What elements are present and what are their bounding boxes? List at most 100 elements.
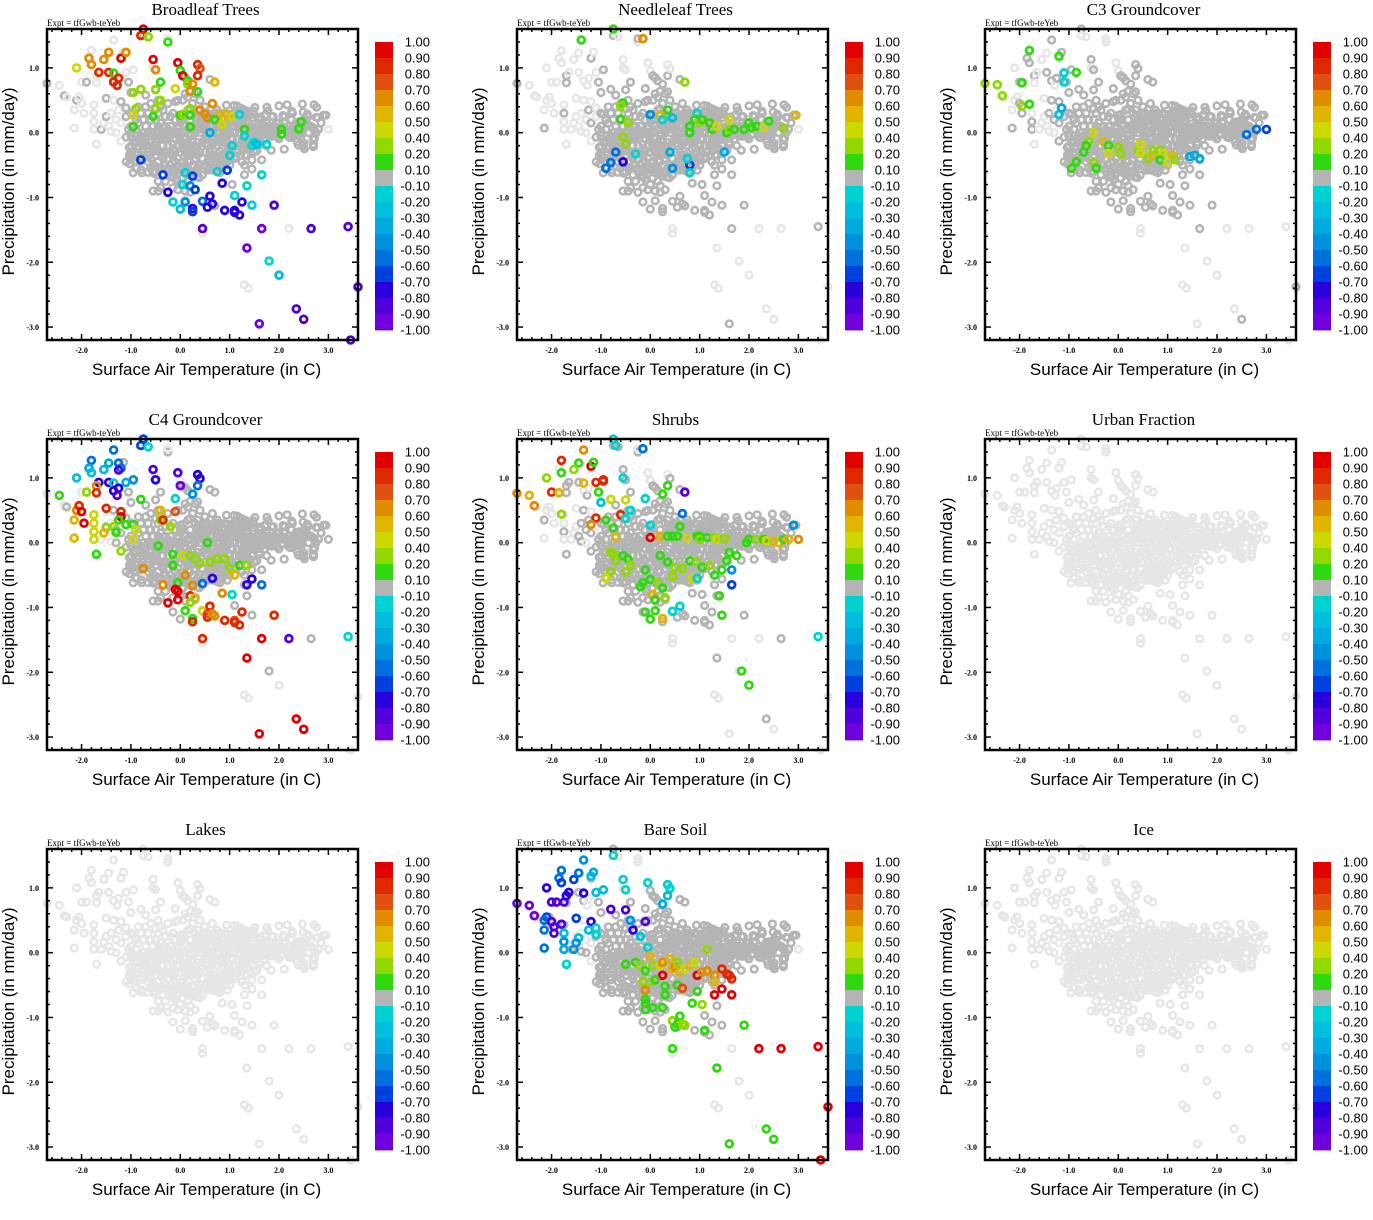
background-point (123, 134, 130, 141)
colorbar-label: -1.00 (400, 323, 430, 338)
background-point (1147, 510, 1154, 517)
background-point (593, 69, 600, 76)
data-point (187, 599, 194, 606)
background-point (541, 125, 548, 132)
data-point (56, 492, 63, 499)
colorbar-label: 0.60 (1343, 509, 1368, 524)
background-point (1219, 146, 1226, 153)
colorbar-swatch (845, 58, 863, 74)
data-point (256, 730, 263, 737)
data-point (244, 562, 251, 569)
y-axis-label: Precipitation (in mm/day) (470, 497, 488, 685)
x-tick-label: -2.0 (545, 756, 558, 765)
background-point (113, 949, 120, 956)
colorbar-label: 0.90 (1343, 461, 1368, 476)
background-point (128, 499, 135, 506)
colorbar-label: -0.70 (400, 685, 430, 700)
background-point (1009, 107, 1016, 114)
y-tick-label: -2.0 (26, 258, 39, 267)
data-point (160, 581, 167, 588)
colorbar-swatch (375, 692, 393, 708)
colorbar-swatch (375, 122, 393, 138)
background-point (93, 80, 100, 87)
background-point (1209, 612, 1216, 619)
y-tick-label: 1.0 (499, 474, 509, 483)
background-point (242, 152, 249, 159)
background-point (548, 510, 555, 517)
background-point (662, 186, 669, 193)
background-point (526, 82, 533, 89)
colorbar-swatch (845, 500, 863, 516)
colorbar-swatch (1313, 218, 1331, 234)
colorbar-label: 0.80 (405, 67, 430, 82)
colorbar-label: 0.90 (875, 461, 900, 476)
colorbar-label: -0.70 (1338, 275, 1368, 290)
colorbar-swatch (845, 644, 863, 660)
colorbar-label: -0.90 (400, 717, 430, 732)
data-point (88, 469, 95, 476)
background-point (118, 98, 125, 105)
x-tick-label: -2.0 (75, 346, 88, 355)
x-axis-label: Surface Air Temperature (in C) (92, 770, 321, 789)
colorbar-label: -0.30 (400, 211, 430, 226)
colorbar-label: -0.10 (400, 179, 430, 194)
x-axis-label: Surface Air Temperature (in C) (92, 360, 321, 379)
colorbar-swatch (375, 724, 393, 740)
data-point (271, 202, 278, 209)
colorbar-swatch (375, 484, 393, 500)
x-tick-label: -1.0 (125, 346, 138, 355)
background-point (1167, 136, 1174, 143)
background-point (83, 899, 90, 906)
colorbar-swatch (845, 452, 863, 468)
background-point (1127, 81, 1134, 88)
background-point (281, 556, 288, 563)
colorbar-label: -0.30 (870, 621, 900, 636)
data-point (219, 590, 226, 597)
background-point (1167, 591, 1174, 598)
colorbar-swatch (375, 548, 393, 564)
background-point (699, 546, 706, 553)
colorbar-swatch (845, 628, 863, 644)
background-point (699, 136, 706, 143)
background-point (1046, 110, 1053, 117)
background-point (1132, 482, 1139, 489)
data-point (73, 475, 80, 482)
colorbar-label: 0.70 (405, 493, 430, 508)
colorbar-swatch (845, 468, 863, 484)
background-point (1196, 582, 1203, 589)
background-point (91, 102, 98, 109)
background-point (1214, 513, 1221, 520)
data-point (795, 536, 802, 543)
background-point (1127, 100, 1134, 107)
colorbar-label: 0.90 (875, 51, 900, 66)
colorbar-label: -0.40 (400, 227, 430, 242)
colorbar-label: -0.60 (1338, 669, 1368, 684)
background-point (1029, 126, 1036, 133)
x-axis-label: Surface Air Temperature (in C) (1030, 770, 1259, 789)
background-point (640, 199, 647, 206)
background-point (645, 469, 652, 476)
x-tick-label: 0.0 (1113, 346, 1123, 355)
y-tick-label: 0.0 (29, 539, 39, 548)
colorbar-label: -0.50 (400, 243, 430, 258)
background-point (197, 97, 204, 104)
colorbar-swatch (375, 170, 393, 186)
background-point (763, 306, 770, 313)
background-point (1041, 95, 1048, 102)
y-axis-label: Precipitation (in mm/day) (938, 497, 956, 685)
background-point (635, 100, 642, 107)
data-point (93, 551, 100, 558)
background-point (1246, 225, 1253, 232)
colorbar-label: -0.40 (1338, 227, 1368, 242)
colorbar-swatch (375, 660, 393, 676)
background-point (71, 107, 78, 114)
x-tick-label: 0.0 (175, 756, 185, 765)
y-tick-label: -1.0 (26, 193, 39, 202)
background-point (588, 508, 595, 515)
x-axis-label: Surface Air Temperature (in C) (1030, 360, 1259, 379)
colorbar-swatch (845, 202, 863, 218)
colorbar-label: 0.10 (1343, 163, 1368, 178)
background-point (115, 107, 122, 114)
background-point (157, 489, 164, 496)
background-point (88, 879, 95, 886)
